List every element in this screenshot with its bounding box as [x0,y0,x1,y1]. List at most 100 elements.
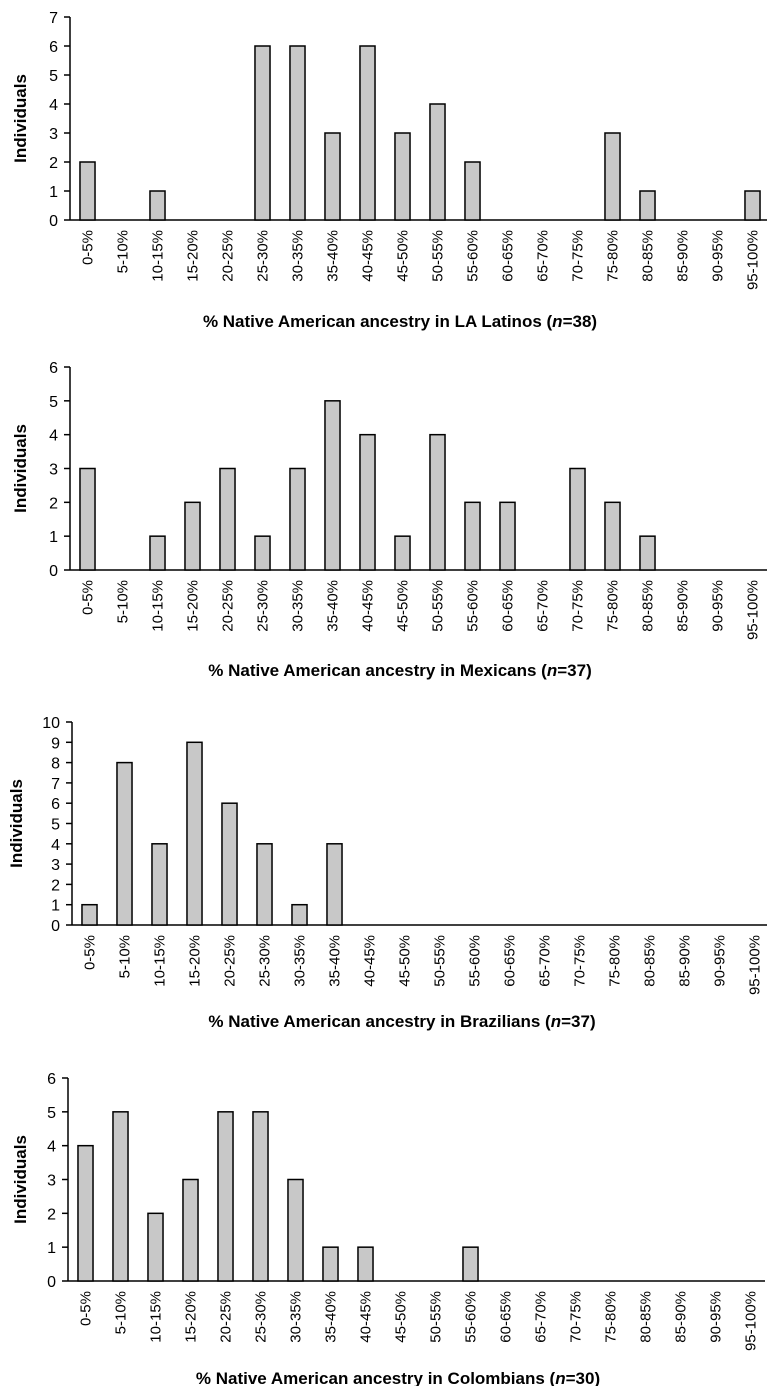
x-tick-label: 70-75% [568,1291,585,1343]
x-tick-label: 20-25% [218,1291,235,1343]
x-tick-label: 50-55% [432,935,449,987]
x-tick-label: 50-55% [428,1291,445,1343]
x-tick-label: 75-80% [605,580,622,632]
x-tick-label: 80-85% [638,1291,655,1343]
bar [429,103,446,221]
y-tick-label: 7 [49,10,58,27]
y-tick-label: 5 [49,68,58,85]
y-tick-label: 5 [49,394,58,411]
x-tick-label: 10-15% [152,935,169,987]
bar [499,501,516,571]
x-tick-label: 45-50% [397,935,414,987]
bar [221,802,238,926]
bar [77,1144,94,1282]
bar [217,1111,234,1282]
bar [252,1111,269,1282]
y-tick-label: 5 [47,1105,56,1122]
bar [116,761,133,926]
x-tick-label: 40-45% [360,580,377,632]
bar [219,467,236,571]
chart-panel: 0 1 2 3 4 5 6 0-5% 5-10% 10-15% 15-20% 20-25% 25-30%… [11,1071,765,1386]
x-tick-label: 5-10% [115,580,132,623]
bar [394,132,411,221]
bar [324,132,341,221]
x-tick-label: 95-100% [745,580,762,640]
bar [186,741,203,926]
y-tick-label: 1 [49,529,58,546]
x-tick-label: 20-25% [220,580,237,632]
x-tick-label: 60-65% [500,230,517,282]
bar [464,501,481,571]
x-tick-label: 35-40% [325,230,342,282]
x-tick-label: 10-15% [150,580,167,632]
bar [604,132,621,221]
x-tick-label: 85-90% [675,580,692,632]
x-tick-label: 60-65% [500,580,517,632]
x-tick-label: 80-85% [640,230,657,282]
y-tick-label: 3 [49,462,58,479]
x-tick-label: 30-35% [290,230,307,282]
bar [604,501,621,571]
x-tick-label: 60-65% [502,935,519,987]
x-tick-label: 40-45% [362,935,379,987]
bar [79,467,96,571]
x-tick-label: 65-70% [537,935,554,987]
x-tick-label: 90-95% [708,1291,725,1343]
bar [569,467,586,571]
x-tick-label: 0-5% [80,230,97,265]
chart-panel: 0 1 2 3 4 5 6 7 0-5% 5-10% 10-15% 15-20% 20-25% 25-30… [11,10,767,331]
x-tick-label: 50-55% [430,230,447,282]
x-tick-label: 40-45% [360,230,377,282]
x-tick-label: 65-70% [533,1291,550,1343]
x-axis-label: % Native American ancestry in LA Latinos… [203,312,597,331]
bar [287,1178,304,1282]
bar [357,1246,374,1282]
bar [639,190,656,221]
x-tick-label: 50-55% [430,580,447,632]
x-tick-label: 85-90% [673,1291,690,1343]
bar [326,843,343,926]
y-tick-label: 0 [47,1274,56,1291]
x-axis-label: % Native American ancestry in Mexicans (… [208,661,591,680]
x-tick-label: 25-30% [255,580,272,632]
y-tick-label: 2 [49,155,58,172]
x-tick-label: 10-15% [150,230,167,282]
bar [147,1212,164,1282]
x-tick-label: 5-10% [113,1291,130,1334]
bar [324,400,341,571]
x-tick-label: 70-75% [572,935,589,987]
x-tick-label: 15-20% [187,935,204,987]
x-tick-label: 45-50% [393,1291,410,1343]
y-tick-label: 2 [51,877,60,894]
y-tick-label: 0 [51,918,60,935]
x-tick-label: 35-40% [327,935,344,987]
y-tick-label: 3 [47,1173,56,1190]
bar [254,45,271,221]
y-tick-label: 0 [49,213,58,230]
x-tick-label: 25-30% [253,1291,270,1343]
y-axis-label: Individuals [7,779,26,868]
x-tick-label: 35-40% [323,1291,340,1343]
x-tick-label: 5-10% [115,230,132,273]
x-tick-label: 95-100% [745,230,762,290]
bar [359,433,376,571]
y-tick-label: 2 [47,1206,56,1223]
y-tick-label: 3 [49,126,58,143]
x-tick-label: 90-95% [712,935,729,987]
x-tick-label: 30-35% [288,1291,305,1343]
y-tick-label: 3 [51,857,60,874]
x-tick-label: 0-5% [82,935,99,970]
bar [254,535,271,571]
x-tick-label: 80-85% [642,935,659,987]
x-tick-label: 65-70% [535,230,552,282]
x-tick-label: 45-50% [395,230,412,282]
x-tick-label: 70-75% [570,580,587,632]
x-tick-label: 40-45% [358,1291,375,1343]
y-tick-label: 6 [51,796,60,813]
bar [149,190,166,221]
bar [256,843,273,926]
y-tick-label: 6 [49,360,58,377]
x-tick-label: 75-80% [605,230,622,282]
x-tick-label: 0-5% [78,1291,95,1326]
